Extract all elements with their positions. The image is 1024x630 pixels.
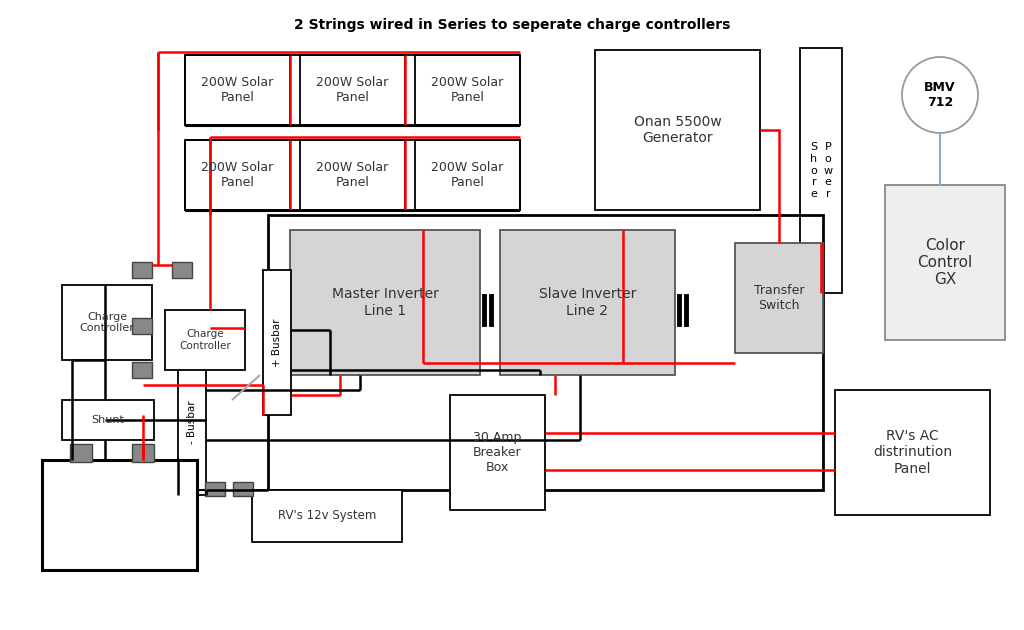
FancyBboxPatch shape	[450, 395, 545, 510]
Text: Master Inverter
Line 1: Master Inverter Line 1	[332, 287, 438, 318]
FancyBboxPatch shape	[132, 444, 154, 462]
FancyBboxPatch shape	[300, 55, 406, 125]
Text: 2 Strings wired in Series to seperate charge controllers: 2 Strings wired in Series to seperate ch…	[294, 18, 730, 32]
FancyBboxPatch shape	[172, 262, 193, 278]
Text: RV's 12v System: RV's 12v System	[278, 510, 376, 522]
FancyBboxPatch shape	[132, 262, 152, 278]
Text: Transfer
Switch: Transfer Switch	[754, 284, 804, 312]
Text: 30 Amp
Breaker
Box: 30 Amp Breaker Box	[473, 431, 522, 474]
FancyBboxPatch shape	[165, 310, 245, 370]
FancyBboxPatch shape	[415, 55, 520, 125]
FancyBboxPatch shape	[132, 318, 152, 334]
Text: Charge
Controller: Charge Controller	[179, 329, 230, 351]
FancyBboxPatch shape	[835, 390, 990, 515]
Text: Shunt: Shunt	[91, 415, 125, 425]
FancyBboxPatch shape	[800, 48, 842, 293]
Text: P
o
w
e
r: P o w e r	[823, 142, 833, 198]
FancyBboxPatch shape	[500, 230, 675, 375]
FancyBboxPatch shape	[178, 350, 206, 495]
Text: 200W Solar
Panel: 200W Solar Panel	[202, 76, 273, 104]
FancyBboxPatch shape	[290, 230, 480, 375]
FancyBboxPatch shape	[735, 243, 823, 353]
Text: BMV
712: BMV 712	[925, 81, 955, 109]
Text: 200W Solar
Panel: 200W Solar Panel	[316, 76, 389, 104]
Circle shape	[902, 57, 978, 133]
Text: RV's AC
distrinution
Panel: RV's AC distrinution Panel	[872, 429, 952, 476]
FancyBboxPatch shape	[233, 482, 253, 496]
FancyBboxPatch shape	[252, 490, 402, 542]
FancyBboxPatch shape	[595, 50, 760, 210]
Text: 200W Solar
Panel: 200W Solar Panel	[431, 161, 504, 189]
FancyBboxPatch shape	[132, 362, 152, 378]
Text: 200W Solar
Panel: 200W Solar Panel	[202, 161, 273, 189]
Text: + Busbar: + Busbar	[272, 318, 282, 367]
FancyBboxPatch shape	[300, 140, 406, 210]
Text: 200W Solar
Panel: 200W Solar Panel	[431, 76, 504, 104]
Text: 200W Solar
Panel: 200W Solar Panel	[316, 161, 389, 189]
FancyBboxPatch shape	[185, 55, 290, 125]
Text: - Busbar: - Busbar	[187, 401, 197, 444]
Text: Charge
Controller: Charge Controller	[80, 312, 134, 333]
FancyBboxPatch shape	[62, 285, 152, 360]
FancyBboxPatch shape	[205, 482, 225, 496]
FancyBboxPatch shape	[263, 270, 291, 415]
Text: Slave Inverter
Line 2: Slave Inverter Line 2	[539, 287, 636, 318]
Text: Onan 5500w
Generator: Onan 5500w Generator	[634, 115, 721, 145]
FancyBboxPatch shape	[62, 400, 154, 440]
FancyBboxPatch shape	[415, 140, 520, 210]
Text: Color
Control
GX: Color Control GX	[918, 238, 973, 287]
Text: S
h
o
r
e: S h o r e	[810, 142, 817, 198]
FancyBboxPatch shape	[185, 140, 290, 210]
FancyBboxPatch shape	[42, 460, 197, 570]
FancyBboxPatch shape	[70, 444, 92, 462]
FancyBboxPatch shape	[885, 185, 1005, 340]
